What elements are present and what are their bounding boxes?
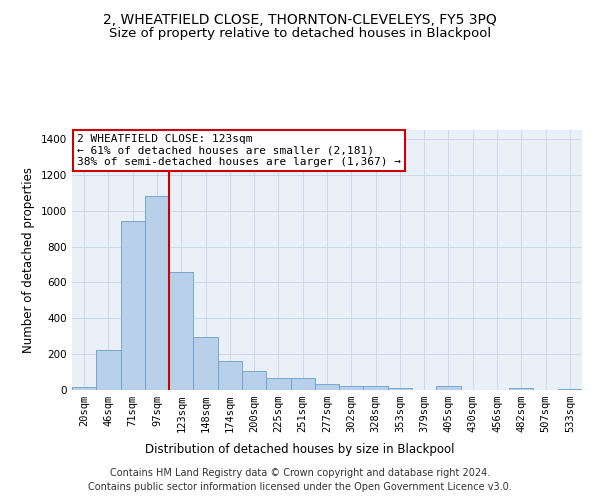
Bar [388,388,412,390]
Bar [290,378,315,390]
Text: 2 WHEATFIELD CLOSE: 123sqm
← 61% of detached houses are smaller (2,181)
38% of s: 2 WHEATFIELD CLOSE: 123sqm ← 61% of deta… [77,134,401,167]
Bar [509,388,533,390]
Bar [193,337,218,390]
Bar [364,386,388,390]
Y-axis label: Number of detached properties: Number of detached properties [22,167,35,353]
Bar [339,386,364,390]
Text: Contains HM Land Registry data © Crown copyright and database right 2024.: Contains HM Land Registry data © Crown c… [110,468,490,477]
Bar [266,378,290,390]
Bar [121,222,145,390]
Text: Contains public sector information licensed under the Open Government Licence v3: Contains public sector information licen… [88,482,512,492]
Bar [218,362,242,390]
Bar [315,384,339,390]
Bar [436,386,461,390]
Bar [72,388,96,390]
Bar [242,371,266,390]
Text: Distribution of detached houses by size in Blackpool: Distribution of detached houses by size … [145,442,455,456]
Bar [145,196,169,390]
Bar [558,389,582,390]
Text: Size of property relative to detached houses in Blackpool: Size of property relative to detached ho… [109,28,491,40]
Text: 2, WHEATFIELD CLOSE, THORNTON-CLEVELEYS, FY5 3PQ: 2, WHEATFIELD CLOSE, THORNTON-CLEVELEYS,… [103,12,497,26]
Bar [169,272,193,390]
Bar [96,350,121,390]
